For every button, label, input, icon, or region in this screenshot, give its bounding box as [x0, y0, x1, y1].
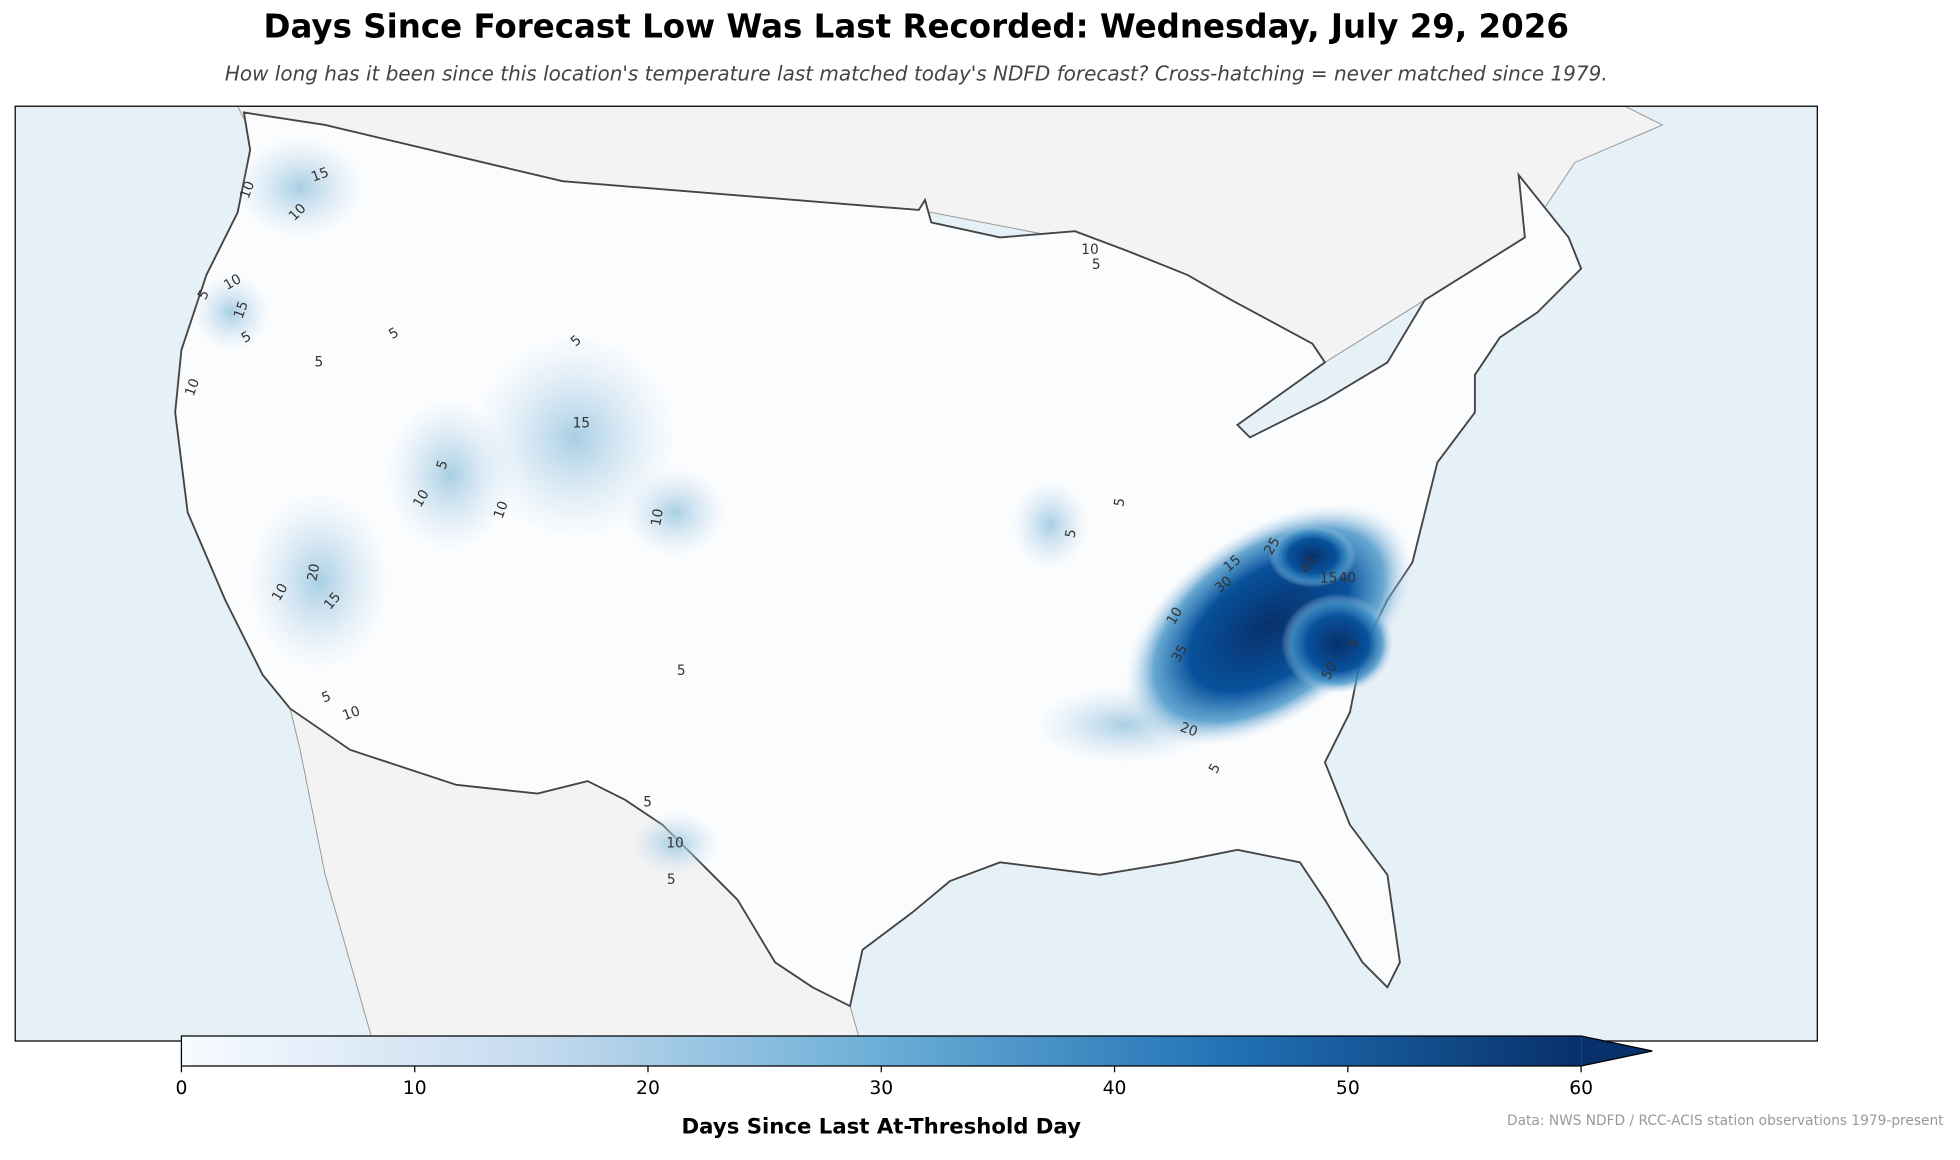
contour-label: 10	[340, 703, 362, 724]
contour-label: 35	[1169, 642, 1192, 665]
colorbar-gradient	[181, 1036, 1582, 1067]
colorbar-label: Days Since Last At-Threshold Day	[682, 1114, 1082, 1139]
contour-label: 10	[1164, 605, 1187, 628]
contour-label: 5	[667, 872, 676, 888]
colorbar-frame	[180, 1035, 1653, 1067]
contour-label: 20	[304, 562, 323, 582]
colorbar-tick-label: 40	[1103, 1078, 1127, 1099]
contour-label: 40	[1297, 553, 1320, 576]
colorbar-tick-label: 60	[1569, 1078, 1593, 1099]
contour-label: 10	[1081, 242, 1098, 258]
colorbar-tick-label: 20	[636, 1078, 660, 1099]
contour-label: 50	[1319, 660, 1342, 683]
contour-label: 20	[1178, 719, 1200, 740]
contour-label: 10	[182, 376, 203, 398]
contour-label: 10	[269, 581, 292, 604]
colorbar-tick-label: 30	[869, 1078, 893, 1099]
contour-label: 5	[677, 663, 686, 679]
contour-label: 40	[1339, 571, 1356, 587]
contour-label: 10	[237, 179, 258, 201]
contour-label: 5	[315, 354, 324, 370]
united-states	[174, 111, 1583, 1008]
contour-label: 5	[1063, 528, 1080, 539]
colorbar-tick-label: 0	[175, 1078, 187, 1099]
contour-label: 15	[309, 164, 331, 185]
contour-label: 10	[648, 507, 667, 527]
contour-label: 5	[1092, 257, 1101, 273]
colorbar-tick-label: 50	[1336, 1078, 1360, 1099]
contour-label: 5	[1111, 497, 1128, 508]
anomaly-shading	[193, 137, 1413, 875]
colorbar: 0 10 20 30 40 50 60	[175, 1035, 1653, 1099]
contour-label: 15	[231, 299, 252, 321]
contour-label: 10	[666, 836, 683, 852]
contour-label: 10	[410, 487, 433, 510]
title: Days Since Forecast Low Was Last Recorde…	[264, 8, 1569, 46]
contour-label: 10	[491, 499, 512, 521]
contour-label: 5	[643, 794, 652, 810]
colorbar-extend	[1581, 1036, 1653, 1067]
contour-label: 10	[221, 271, 244, 294]
contour-label: 15	[573, 416, 590, 432]
colorbar-tick-label: 10	[403, 1078, 427, 1099]
source: Data: NWS NDFD / RCC-ACIS station observ…	[1507, 1113, 1944, 1129]
contour-label: 25	[1261, 535, 1284, 558]
contour-label: 15	[1320, 571, 1337, 587]
subtitle: How long has it been since this location…	[225, 61, 1608, 85]
